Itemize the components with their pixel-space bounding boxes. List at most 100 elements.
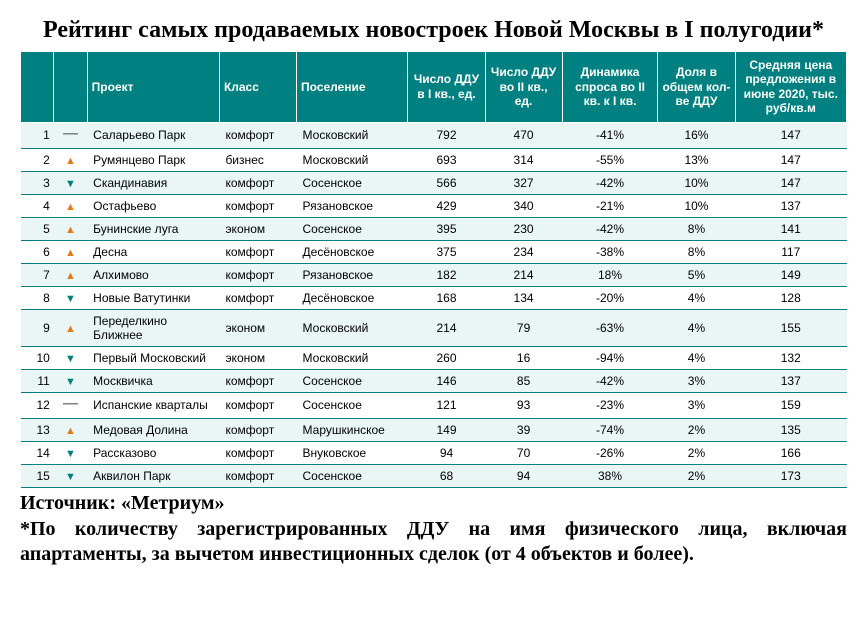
cell-rank: 15 bbox=[21, 464, 54, 487]
cell-rank: 9 bbox=[21, 309, 54, 346]
cell-rank: 13 bbox=[21, 418, 54, 441]
cell-settlement: Московский bbox=[297, 346, 408, 369]
cell-price: 128 bbox=[735, 286, 846, 309]
cell-share: 4% bbox=[658, 309, 735, 346]
cell-dyn: -63% bbox=[562, 309, 658, 346]
cell-class: комфорт bbox=[219, 263, 296, 286]
cell-q1: 375 bbox=[408, 240, 485, 263]
trend-same-icon: — bbox=[63, 395, 78, 412]
cell-trend: ▼ bbox=[54, 171, 87, 194]
cell-price: 147 bbox=[735, 171, 846, 194]
cell-share: 3% bbox=[658, 392, 735, 418]
trend-down-icon: ▼ bbox=[65, 353, 76, 365]
cell-project: Новые Ватутинки bbox=[87, 286, 219, 309]
cell-price: 149 bbox=[735, 263, 846, 286]
cell-class: комфорт bbox=[219, 122, 296, 148]
cell-settlement: Рязановское bbox=[297, 194, 408, 217]
cell-settlement: Московский bbox=[297, 309, 408, 346]
cell-rank: 3 bbox=[21, 171, 54, 194]
cell-share: 2% bbox=[658, 441, 735, 464]
cell-settlement: Сосенское bbox=[297, 369, 408, 392]
cell-share: 4% bbox=[658, 286, 735, 309]
cell-share: 10% bbox=[658, 171, 735, 194]
cell-class: комфорт bbox=[219, 392, 296, 418]
table-row: 2▲Румянцево ПаркбизнесМосковский693314-5… bbox=[21, 148, 847, 171]
cell-trend: ▲ bbox=[54, 194, 87, 217]
cell-share: 13% bbox=[658, 148, 735, 171]
table-header-row: Проект Класс Поселение Число ДДУ в I кв.… bbox=[21, 52, 847, 123]
cell-trend: ▲ bbox=[54, 418, 87, 441]
cell-q2: 70 bbox=[485, 441, 562, 464]
cell-q2: 230 bbox=[485, 217, 562, 240]
cell-rank: 10 bbox=[21, 346, 54, 369]
cell-settlement: Сосенское bbox=[297, 464, 408, 487]
cell-price: 159 bbox=[735, 392, 846, 418]
cell-q1: 429 bbox=[408, 194, 485, 217]
cell-q2: 94 bbox=[485, 464, 562, 487]
cell-trend: — bbox=[54, 122, 87, 148]
table-row: 4▲ОстафьевокомфортРязановское429340-21%1… bbox=[21, 194, 847, 217]
trend-up-icon: ▲ bbox=[65, 155, 76, 167]
cell-price: 141 bbox=[735, 217, 846, 240]
col-q2: Число ДДУ во II кв., ед. bbox=[485, 52, 562, 123]
cell-q2: 340 bbox=[485, 194, 562, 217]
cell-class: комфорт bbox=[219, 240, 296, 263]
cell-q1: 566 bbox=[408, 171, 485, 194]
cell-rank: 5 bbox=[21, 217, 54, 240]
cell-rank: 1 bbox=[21, 122, 54, 148]
cell-q2: 314 bbox=[485, 148, 562, 171]
col-dynamics: Динамика спроса во II кв. к I кв. bbox=[562, 52, 658, 123]
cell-trend: ▼ bbox=[54, 346, 87, 369]
cell-settlement: Марушкинское bbox=[297, 418, 408, 441]
cell-dyn: -74% bbox=[562, 418, 658, 441]
table-row: 8▼Новые ВатутинкикомфортДесёновское16813… bbox=[21, 286, 847, 309]
cell-trend: ▼ bbox=[54, 286, 87, 309]
cell-class: комфорт bbox=[219, 418, 296, 441]
cell-q2: 234 bbox=[485, 240, 562, 263]
cell-settlement: Московский bbox=[297, 122, 408, 148]
cell-project: Десна bbox=[87, 240, 219, 263]
cell-dyn: -38% bbox=[562, 240, 658, 263]
cell-class: комфорт bbox=[219, 369, 296, 392]
cell-settlement: Сосенское bbox=[297, 171, 408, 194]
cell-trend: — bbox=[54, 392, 87, 418]
cell-trend: ▲ bbox=[54, 148, 87, 171]
cell-price: 135 bbox=[735, 418, 846, 441]
cell-q2: 39 bbox=[485, 418, 562, 441]
table-row: 13▲Медовая ДолинакомфортМарушкинское1493… bbox=[21, 418, 847, 441]
table-row: 6▲ДеснакомфортДесёновское375234-38%8%117 bbox=[21, 240, 847, 263]
cell-dyn: -20% bbox=[562, 286, 658, 309]
cell-class: эконом bbox=[219, 346, 296, 369]
trend-down-icon: ▼ bbox=[65, 376, 76, 388]
cell-dyn: -42% bbox=[562, 217, 658, 240]
cell-project: Румянцево Парк bbox=[87, 148, 219, 171]
cell-share: 8% bbox=[658, 217, 735, 240]
cell-trend: ▲ bbox=[54, 263, 87, 286]
cell-price: 132 bbox=[735, 346, 846, 369]
cell-q1: 260 bbox=[408, 346, 485, 369]
cell-dyn: -42% bbox=[562, 369, 658, 392]
cell-dyn: -55% bbox=[562, 148, 658, 171]
cell-trend: ▲ bbox=[54, 309, 87, 346]
cell-q2: 85 bbox=[485, 369, 562, 392]
cell-dyn: -23% bbox=[562, 392, 658, 418]
cell-q1: 68 bbox=[408, 464, 485, 487]
cell-q1: 146 bbox=[408, 369, 485, 392]
cell-class: комфорт bbox=[219, 464, 296, 487]
cell-q2: 16 bbox=[485, 346, 562, 369]
cell-settlement: Рязановское bbox=[297, 263, 408, 286]
cell-q1: 693 bbox=[408, 148, 485, 171]
cell-dyn: -41% bbox=[562, 122, 658, 148]
cell-share: 3% bbox=[658, 369, 735, 392]
cell-q1: 168 bbox=[408, 286, 485, 309]
trend-down-icon: ▼ bbox=[65, 471, 76, 483]
cell-rank: 12 bbox=[21, 392, 54, 418]
cell-trend: ▼ bbox=[54, 441, 87, 464]
page-title: Рейтинг самых продаваемых новостроек Нов… bbox=[20, 15, 847, 45]
cell-trend: ▼ bbox=[54, 464, 87, 487]
trend-up-icon: ▲ bbox=[65, 224, 76, 236]
ranking-table: Проект Класс Поселение Число ДДУ в I кв.… bbox=[20, 51, 847, 488]
trend-up-icon: ▲ bbox=[65, 323, 76, 335]
cell-q2: 79 bbox=[485, 309, 562, 346]
cell-price: 147 bbox=[735, 122, 846, 148]
